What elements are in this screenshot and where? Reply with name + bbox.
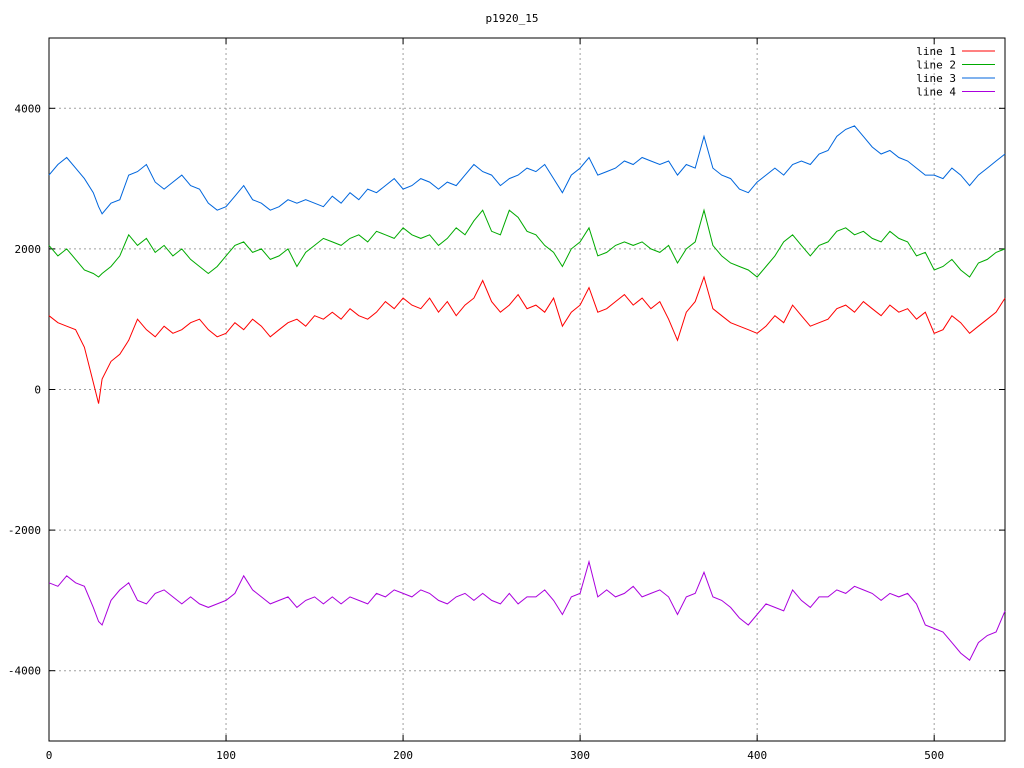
x-tick-label: 500 — [924, 749, 944, 762]
legend-label-line-3: line 3 — [916, 72, 956, 85]
x-tick-label: 300 — [570, 749, 590, 762]
y-tick-label: -4000 — [8, 665, 41, 678]
y-tick-label: -2000 — [8, 524, 41, 537]
y-tick-label: 4000 — [15, 102, 42, 115]
series-line-1 — [48, 275, 1006, 404]
chart-title: p1920_15 — [486, 12, 539, 25]
legend-label-line-4: line 4 — [916, 86, 956, 99]
x-tick-label: 200 — [393, 749, 413, 762]
series-line-3 — [48, 125, 1006, 215]
tick-marks — [48, 38, 1005, 741]
legend-label-line-1: line 1 — [916, 45, 956, 58]
y-tick-label: 0 — [34, 384, 41, 397]
y-tick-label: 2000 — [15, 243, 42, 256]
series-line-4 — [48, 559, 1006, 661]
x-tick-label: 100 — [216, 749, 236, 762]
series-line-2 — [48, 208, 1006, 278]
tick-labels: 0 100 200 300 400 500 -4000 -2000 0 2000 4000 — [8, 102, 944, 762]
x-tick-label: 400 — [747, 749, 767, 762]
x-tick-label: 0 — [46, 749, 53, 762]
grid — [49, 38, 1005, 741]
series-group — [48, 125, 1006, 661]
legend-label-line-2: line 2 — [916, 59, 956, 72]
